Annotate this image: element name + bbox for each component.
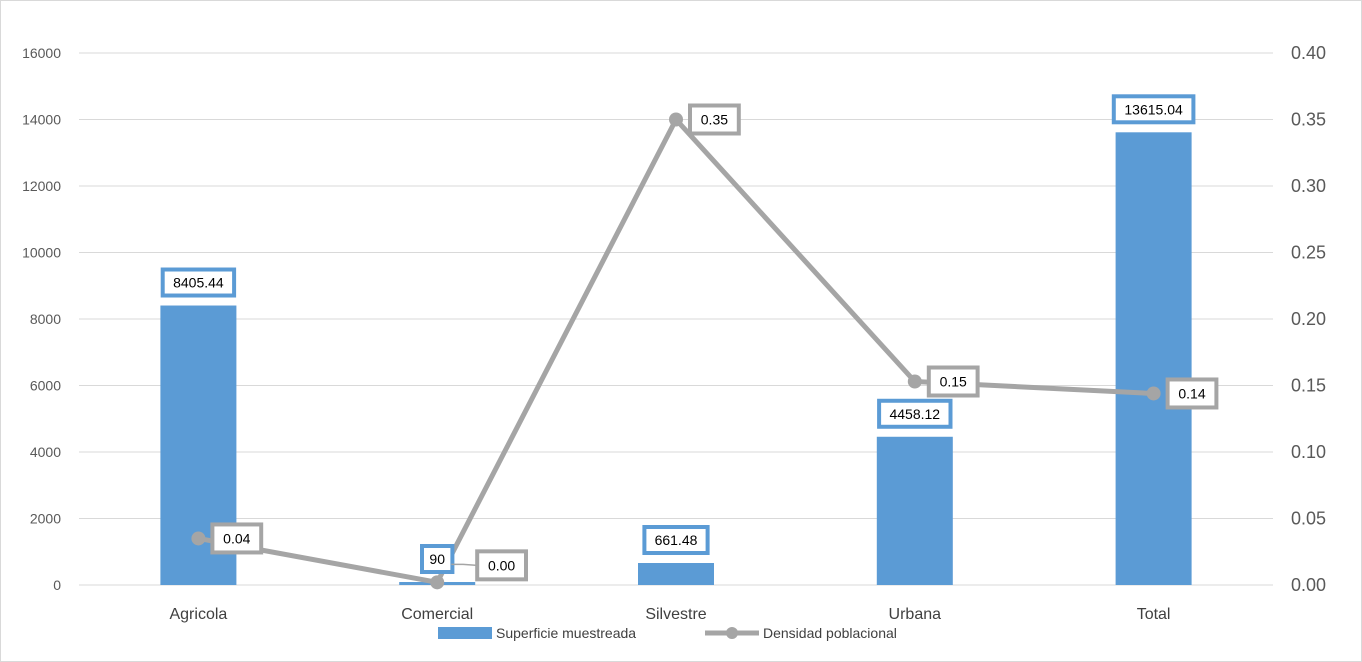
bar-series (160, 132, 1192, 585)
bar-data-label: 8405.44 (160, 267, 237, 298)
right-tick-label: 0.10 (1291, 442, 1326, 462)
line-path (197, 117, 1154, 585)
line-data-label-box (210, 522, 264, 555)
line-data-label-text: 0.00 (488, 557, 515, 573)
left-tick-label: 2000 (30, 511, 61, 527)
bar-data-label-text: 8405.44 (173, 275, 224, 291)
legend: Superficie muestreada Densidad poblacion… (438, 625, 897, 641)
gridlines (79, 52, 1273, 586)
line-point (907, 374, 922, 389)
bar-data-label-box (1111, 94, 1196, 125)
bar-data-label-text: 13615.04 (1124, 101, 1183, 117)
bar-data-label-text: 4458.12 (889, 406, 940, 422)
legend-line-marker (726, 627, 738, 639)
category-label: Urbana (889, 606, 942, 623)
line-data-label-box (1165, 377, 1219, 410)
line-data-label: 0.35 (688, 103, 741, 136)
right-tick-label: 0.05 (1291, 509, 1326, 529)
line-data-label: 0.04 (210, 522, 264, 555)
bar-data-label-text: 90 (429, 551, 445, 567)
line-data-label: 0.00 (451, 549, 529, 582)
right-tick-label: 0.00 (1291, 575, 1326, 595)
right-tick-label: 0.40 (1291, 43, 1326, 63)
category-axis-labels: Agricola Comercial Silvestre Urbana Total (169, 606, 1170, 623)
left-tick-label: 10000 (22, 245, 61, 261)
line-data-label-box (926, 365, 980, 398)
line-data-label-box (475, 549, 529, 582)
line-data-label: 0.15 (926, 365, 980, 398)
bar-data-label: 4458.12 (877, 398, 953, 429)
line-series (191, 112, 1161, 590)
bar-data-label: 13615.04 (1111, 94, 1196, 125)
right-tick-label: 0.35 (1291, 110, 1326, 130)
line-point (191, 531, 206, 546)
line-data-label-text: 0.14 (1178, 385, 1205, 401)
bar-data-label-box (877, 398, 953, 429)
bar-data-label-box (160, 267, 237, 298)
left-axis-ticks: 0 2000 4000 6000 8000 10000 12000 14000 16000 (22, 45, 61, 593)
left-tick-label: 4000 (30, 444, 61, 460)
bar-data-labels: 8405.44 90 661.48 4458.12 13615.04 (160, 94, 1196, 575)
right-tick-label: 0.20 (1291, 309, 1326, 329)
bar (1115, 132, 1192, 585)
legend-line-label: Densidad poblacional (763, 625, 897, 641)
line-data-label-text: 0.04 (223, 530, 250, 546)
line-data-label-leader (451, 563, 478, 567)
line-data-label: 0.14 (1165, 377, 1219, 410)
line-data-labels: 0.04 0.00 0.35 0.15 0.14 (210, 103, 1219, 582)
line-data-label-box (688, 103, 741, 136)
right-tick-label: 0.15 (1291, 376, 1326, 396)
right-tick-label: 0.25 (1291, 243, 1326, 263)
bar-data-label: 661.48 (642, 525, 710, 556)
right-axis-ticks: 0.00 0.05 0.10 0.15 0.20 0.25 0.30 0.35 0.40 (1291, 43, 1326, 595)
line-point (1146, 386, 1161, 401)
bar-data-label-box (642, 525, 710, 556)
bar-data-label-text: 661.48 (655, 532, 698, 548)
line-data-label-text: 0.35 (701, 112, 728, 128)
line-point (430, 575, 445, 590)
legend-bar-label: Superficie muestreada (496, 625, 636, 641)
left-tick-label: 16000 (22, 45, 61, 61)
bar-data-label-box (420, 544, 455, 575)
category-label: Total (1137, 606, 1171, 623)
category-label: Agricola (169, 606, 227, 623)
left-tick-label: 12000 (22, 178, 61, 194)
line-data-label-text: 0.15 (940, 374, 967, 390)
left-tick-label: 14000 (22, 112, 61, 128)
line-point (669, 112, 683, 127)
right-tick-label: 0.30 (1291, 176, 1326, 196)
category-label: Comercial (401, 606, 473, 623)
legend-bar-swatch (438, 627, 492, 639)
bar-data-label: 90 (420, 544, 455, 575)
bar (876, 436, 953, 585)
bar (638, 563, 714, 585)
left-tick-label: 8000 (30, 311, 61, 327)
category-label: Silvestre (645, 606, 706, 623)
left-tick-label: 6000 (30, 378, 61, 394)
left-tick-label: 0 (53, 577, 61, 593)
